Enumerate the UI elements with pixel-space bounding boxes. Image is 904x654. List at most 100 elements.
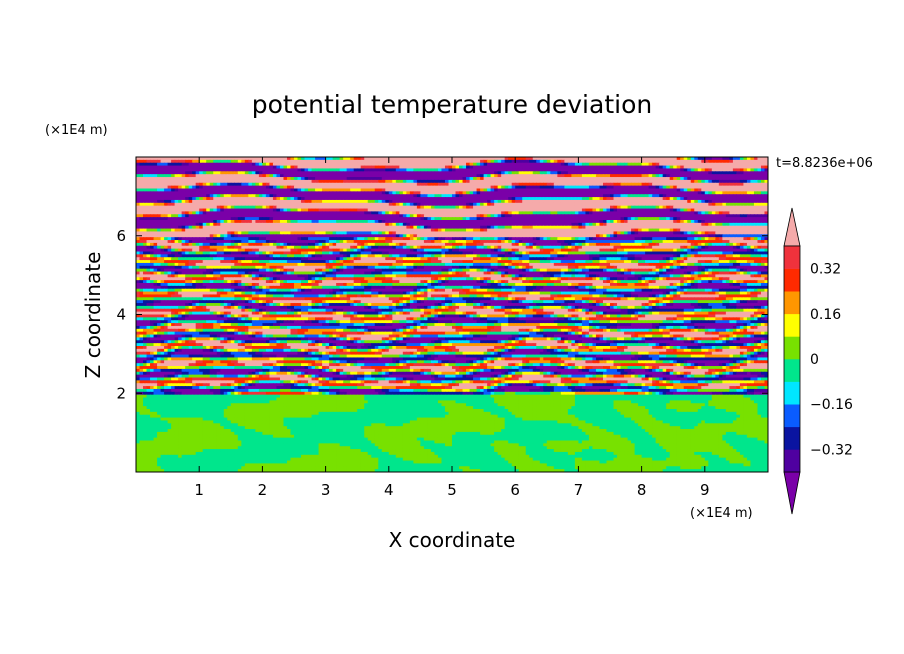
field-cell	[367, 157, 372, 161]
field-cell	[525, 157, 530, 161]
field-cell	[185, 157, 190, 161]
field-cell	[290, 157, 295, 161]
field-cell	[329, 157, 334, 161]
field-cell	[171, 157, 176, 161]
field-cell	[339, 157, 344, 161]
field-cell	[550, 157, 555, 161]
chart-title: potential temperature deviation	[252, 90, 652, 119]
field-cell	[160, 157, 165, 161]
field-cell	[315, 157, 320, 161]
field-cell	[174, 157, 179, 161]
field-cell	[546, 157, 551, 161]
field-cell	[564, 157, 569, 161]
field-cell	[181, 157, 186, 161]
field-cell	[444, 157, 450, 161]
field-cell	[588, 157, 594, 161]
field-cell	[136, 157, 141, 161]
field-cell	[265, 157, 271, 161]
field-cell	[318, 157, 323, 161]
field-cell	[322, 157, 327, 161]
field-cell	[157, 157, 162, 161]
field-cell	[150, 157, 155, 161]
field-cell	[511, 157, 516, 161]
field-cell	[262, 157, 267, 161]
field-cell	[539, 157, 544, 161]
field-cell	[346, 157, 351, 161]
field-cell	[381, 157, 386, 161]
field-cell	[146, 157, 151, 161]
field-cell	[286, 157, 292, 161]
field-cell	[234, 157, 239, 161]
field-cell	[248, 157, 253, 161]
field-cell	[311, 157, 316, 161]
field-cell	[592, 157, 597, 161]
field-cell	[153, 157, 158, 161]
field-cell	[357, 157, 362, 161]
field-cell	[139, 157, 144, 161]
field-cell	[466, 157, 471, 161]
field-cell	[251, 157, 256, 161]
field-cell	[487, 157, 492, 161]
field-cell	[192, 157, 197, 161]
field-cell	[476, 157, 481, 161]
field-cell	[283, 157, 288, 161]
field-cell	[399, 157, 404, 161]
field-cell	[532, 157, 537, 161]
field-cell	[308, 157, 313, 161]
field-cell	[557, 157, 562, 161]
field-cell	[336, 157, 341, 161]
field-cell	[378, 157, 383, 161]
field-cell	[427, 157, 432, 161]
field-cell	[209, 157, 214, 161]
field-cell	[343, 157, 348, 161]
field-cell	[220, 157, 225, 161]
field-cell	[195, 157, 200, 161]
contour-field	[136, 157, 768, 472]
field-cell	[255, 157, 260, 161]
field-cell	[188, 157, 193, 161]
field-cell	[409, 157, 414, 161]
field-cell	[332, 157, 337, 161]
field-cell	[216, 157, 221, 161]
field-cell	[585, 157, 590, 161]
field-cell	[515, 157, 520, 161]
field-cell	[543, 157, 548, 161]
field-cell	[553, 157, 558, 161]
field-cell	[244, 157, 249, 161]
y-unit-label: (×1E4 m)	[45, 123, 108, 138]
field-cell	[441, 157, 446, 161]
field-cell	[529, 157, 534, 161]
field-cell	[536, 157, 541, 161]
field-cell	[388, 157, 393, 161]
field-cell	[279, 157, 285, 161]
field-cell	[258, 157, 263, 161]
field-cell	[402, 157, 407, 161]
field-cell	[567, 157, 572, 161]
field-cell	[227, 157, 232, 161]
field-cell	[560, 157, 565, 161]
field-cell	[325, 157, 330, 161]
field-cell	[483, 157, 488, 161]
field-cell	[437, 157, 443, 161]
field-cell	[469, 157, 474, 161]
field-cell	[199, 157, 204, 161]
field-cell	[571, 157, 576, 161]
field-cell	[297, 157, 302, 161]
field-cell	[504, 157, 509, 161]
time-label: t=8.8236e+06	[776, 156, 873, 171]
field-cell	[462, 157, 467, 161]
field-cell	[353, 157, 358, 161]
field-cell	[350, 157, 355, 161]
field-cell	[416, 157, 421, 161]
field-cell	[455, 157, 460, 161]
field-cell	[494, 157, 499, 161]
field-cell	[223, 157, 228, 161]
field-cell	[374, 157, 379, 161]
field-cell	[213, 157, 218, 161]
field-cell	[581, 157, 587, 161]
field-cell	[241, 157, 246, 161]
field-cell	[420, 157, 425, 161]
field-cell	[276, 157, 281, 161]
field-cell	[178, 157, 183, 161]
